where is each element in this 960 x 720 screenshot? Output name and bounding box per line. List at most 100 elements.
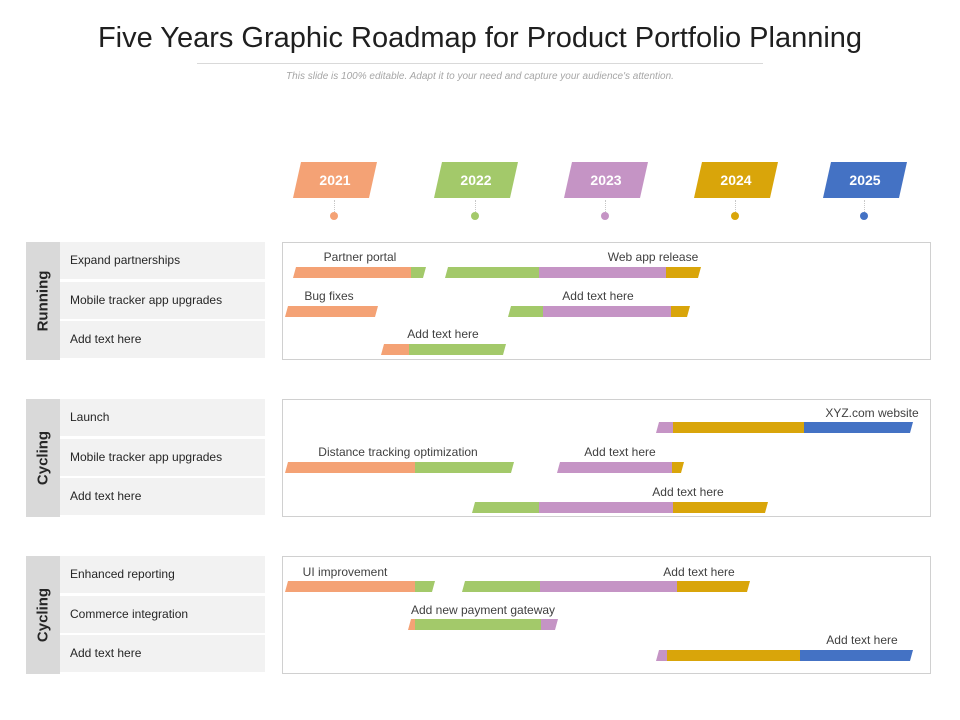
- bar-segment-2025: [800, 650, 913, 661]
- bar-label: Distance tracking optimization: [318, 445, 478, 459]
- bar-segment-2022: [462, 581, 540, 592]
- year-marker-2024: 2024: [694, 162, 778, 220]
- year-2023-badge: [564, 162, 648, 198]
- category-label: Cycling: [34, 587, 52, 643]
- bar-label: Add text here: [826, 633, 898, 647]
- bar-segment-2023: [656, 422, 673, 433]
- row-label: Add text here: [60, 635, 265, 672]
- bar-segment-2023: [541, 619, 558, 630]
- bar-label: Add text here: [652, 485, 724, 499]
- bar-label: Bug fixes: [304, 289, 354, 303]
- bar-segment-2023: [557, 462, 672, 473]
- bar-segment-2024: [667, 650, 800, 661]
- roadmap-bar: [656, 650, 913, 661]
- page-title: Five Years Graphic Roadmap for Product P…: [97, 22, 863, 54]
- year-marker-2025: 2025: [823, 162, 907, 220]
- bar-segment-2021: [381, 344, 409, 355]
- bar-segment-2021: [408, 619, 415, 630]
- year-2024-label: 2024: [720, 172, 752, 188]
- year-2024-connector: [735, 200, 736, 212]
- roadmap-bar: [656, 422, 913, 433]
- roadmap-bar: [408, 619, 558, 630]
- bar-segment-2024: [673, 502, 768, 513]
- bar-segment-2023: [543, 306, 671, 317]
- bar-segment-2022: [409, 344, 506, 355]
- year-2025-connector: [864, 200, 865, 212]
- row-label: Mobile tracker app upgrades: [60, 282, 265, 319]
- bar-label: Add new payment gateway: [410, 603, 556, 617]
- year-marker-2022: 2022: [434, 162, 518, 220]
- roadmap-bar: [472, 502, 768, 513]
- bar-segment-2023: [539, 267, 666, 278]
- bar-segment-2025: [804, 422, 913, 433]
- bar-segment-2021: [285, 581, 415, 592]
- row-label: Enhanced reporting: [60, 556, 265, 593]
- year-marker-2021: 2021: [293, 162, 377, 220]
- timeline-panel-2: XYZ.com website Distance tracking optimi…: [282, 399, 931, 517]
- row-label: Launch: [60, 399, 265, 436]
- year-2021-label: 2021: [319, 172, 351, 188]
- bar-label: Add text here: [407, 327, 479, 341]
- year-2023-dot: [601, 212, 609, 220]
- category-cycling: Cycling: [26, 556, 60, 674]
- timeline-panel-3: UI improvement Add text here Add new pay…: [282, 556, 931, 674]
- bar-segment-2021: [285, 306, 378, 317]
- category-running: Running: [26, 242, 60, 360]
- roadmap-bar: [285, 306, 378, 317]
- roadmap-bar: [557, 462, 684, 473]
- row-label: Commerce integration: [60, 596, 265, 633]
- bar-label: Add text here: [584, 445, 656, 459]
- bar-segment-2021: [285, 462, 415, 473]
- year-2022-label: 2022: [460, 172, 492, 188]
- roadmap-bar: [462, 581, 750, 592]
- bar-segment-2022: [411, 267, 426, 278]
- page-subtitle: This slide is 100% editable. Adapt it to…: [286, 71, 674, 82]
- year-2023-label: 2023: [590, 172, 622, 188]
- bar-label: Add text here: [663, 565, 735, 579]
- year-2022-badge: [434, 162, 518, 198]
- bar-segment-2024: [671, 306, 690, 317]
- roadmap-bar: [381, 344, 506, 355]
- bar-segment-2022: [472, 502, 539, 513]
- bar-label: Partner portal: [323, 250, 397, 264]
- bar-segment-2022: [508, 306, 543, 317]
- bar-segment-2021: [293, 267, 411, 278]
- year-2023-connector: [605, 200, 606, 212]
- category-label: Running: [34, 270, 52, 332]
- year-2024-badge: [694, 162, 778, 198]
- bar-segment-2024: [677, 581, 750, 592]
- year-2025-label: 2025: [849, 172, 881, 188]
- bar-label: XYZ.com website: [825, 406, 919, 420]
- row-label: Mobile tracker app upgrades: [60, 439, 265, 476]
- bar-segment-2022: [445, 267, 539, 278]
- bar-segment-2024: [673, 422, 804, 433]
- roadmap-bar: [445, 267, 701, 278]
- bar-label: Web app release: [607, 250, 699, 264]
- year-2021-badge: [293, 162, 377, 198]
- bar-segment-2023: [656, 650, 667, 661]
- year-2021-dot: [330, 212, 338, 220]
- year-2025-dot: [860, 212, 868, 220]
- roadmap-bar: [285, 581, 435, 592]
- year-2025-badge: [823, 162, 907, 198]
- roadmap-bar: [293, 267, 426, 278]
- roadmap-bar: [508, 306, 690, 317]
- year-2022-connector: [475, 200, 476, 212]
- bar-segment-2024: [672, 462, 684, 473]
- bar-label: Add text here: [562, 289, 634, 303]
- bar-segment-2023: [539, 502, 673, 513]
- category-cycling: Cycling: [26, 399, 60, 517]
- bar-label: UI improvement: [302, 565, 388, 579]
- row-label: Add text here: [60, 321, 265, 358]
- year-2022-dot: [471, 212, 479, 220]
- bar-segment-2022: [415, 581, 435, 592]
- roadmap-bar: [285, 462, 514, 473]
- timeline-panel-1: Partner portal Web app release Bug fixes…: [282, 242, 931, 360]
- year-marker-2023: 2023: [564, 162, 648, 220]
- title-divider: [197, 63, 763, 64]
- bar-segment-2023: [540, 581, 677, 592]
- year-2021-connector: [334, 200, 335, 212]
- row-label: Add text here: [60, 478, 265, 515]
- bar-segment-2022: [415, 462, 514, 473]
- bar-segment-2024: [666, 267, 701, 278]
